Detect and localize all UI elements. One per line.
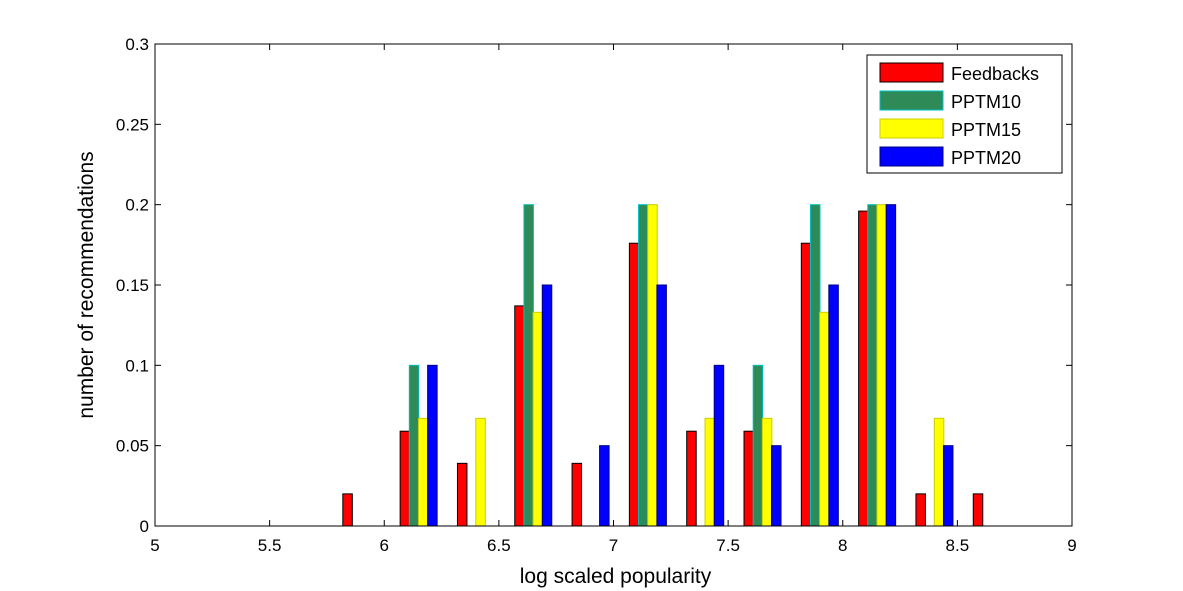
bar-feedbacks-14 [972,493,984,527]
bar-pptm15-12 [876,204,887,527]
legend-label-pptm15: PPTM15 [951,120,1021,140]
x-tick-label: 7.5 [716,536,740,555]
bar-pptm20-4 [427,364,438,527]
legend-swatch-pptm20 [879,146,944,167]
x-tick-label: 5 [150,536,159,555]
bar-pptm15-8 [647,204,658,527]
bar-pptm10-10 [752,364,764,527]
ticks-layer: 5 5.5 6 6.5 7 7.5 8 8.5 9 0 0.05 0.1 0.15 0.2 0.25 0.3 [116,35,1077,555]
bar-pptm10-12 [867,204,878,527]
bar-feedbacks-6 [514,305,525,527]
bar-feedbacks-7 [571,462,583,527]
bar-feedbacks-3 [342,493,353,527]
bar-pptm15-6 [532,311,544,527]
legend-label-pptm10: PPTM10 [951,92,1021,112]
y-tick-label: 0.2 [125,196,149,215]
x-tick-label: 7 [609,536,618,555]
legend-swatch-pptm10 [879,90,944,111]
x-tick-label: 6 [380,536,389,555]
bar-feedbacks-10 [743,430,755,527]
legend-label-feedbacks: Feedbacks [951,64,1039,84]
bar-pptm15-13 [933,417,945,527]
y-tick-label: 0 [140,517,149,536]
bar-feedbacks-5 [456,462,468,527]
bar-pptm20-10 [771,445,782,527]
legend-swatch-pptm15 [879,118,944,139]
x-axis-label: log scaled popularity [520,565,712,588]
x-tick-label: 5.5 [258,536,282,555]
legend: Feedbacks PPTM10 PPTM15 PPTM20 [866,54,1063,174]
legend-swatch-feedbacks [879,62,944,83]
bar-pptm10-6 [523,204,534,527]
bar-pptm20-6 [541,284,553,527]
bar-pptm10-11 [809,204,821,527]
bar-pptm20-12 [885,204,897,527]
bar-pptm15-5 [475,417,486,527]
y-tick-label: 0.25 [116,115,149,134]
y-tick-label: 0.1 [125,356,149,375]
bar-pptm20-13 [942,445,954,527]
y-axis-label: number of recommendations [75,151,98,418]
bar-feedbacks-12 [858,210,869,527]
bar-pptm15-10 [761,417,773,527]
bar-pptm15-4 [417,417,429,527]
bar-pptm20-8 [656,284,667,527]
x-tick-label: 8 [838,536,847,555]
bar-pptm20-7 [599,445,610,527]
legend-label-pptm20: PPTM20 [951,148,1021,168]
bar-feedbacks-13 [915,493,926,527]
y-tick-label: 0.3 [125,35,149,54]
bar-pptm20-11 [828,284,839,527]
bar-pptm10-4 [408,364,420,527]
x-tick-label: 9 [1067,536,1076,555]
x-tick-label: 6.5 [487,536,511,555]
y-tick-label: 0.05 [116,437,149,456]
bar-pptm15-11 [819,311,830,527]
x-tick-label: 8.5 [946,536,970,555]
bar-pptm20-9 [713,364,725,527]
bars-layer [342,204,984,527]
bar-feedbacks-4 [399,430,411,527]
bar-pptm10-8 [638,204,649,527]
y-tick-label: 0.15 [116,276,149,295]
bar-feedbacks-11 [800,242,812,527]
bar-feedbacks-9 [686,430,697,527]
bar-pptm15-9 [704,417,716,527]
bar-feedbacks-8 [628,242,640,527]
